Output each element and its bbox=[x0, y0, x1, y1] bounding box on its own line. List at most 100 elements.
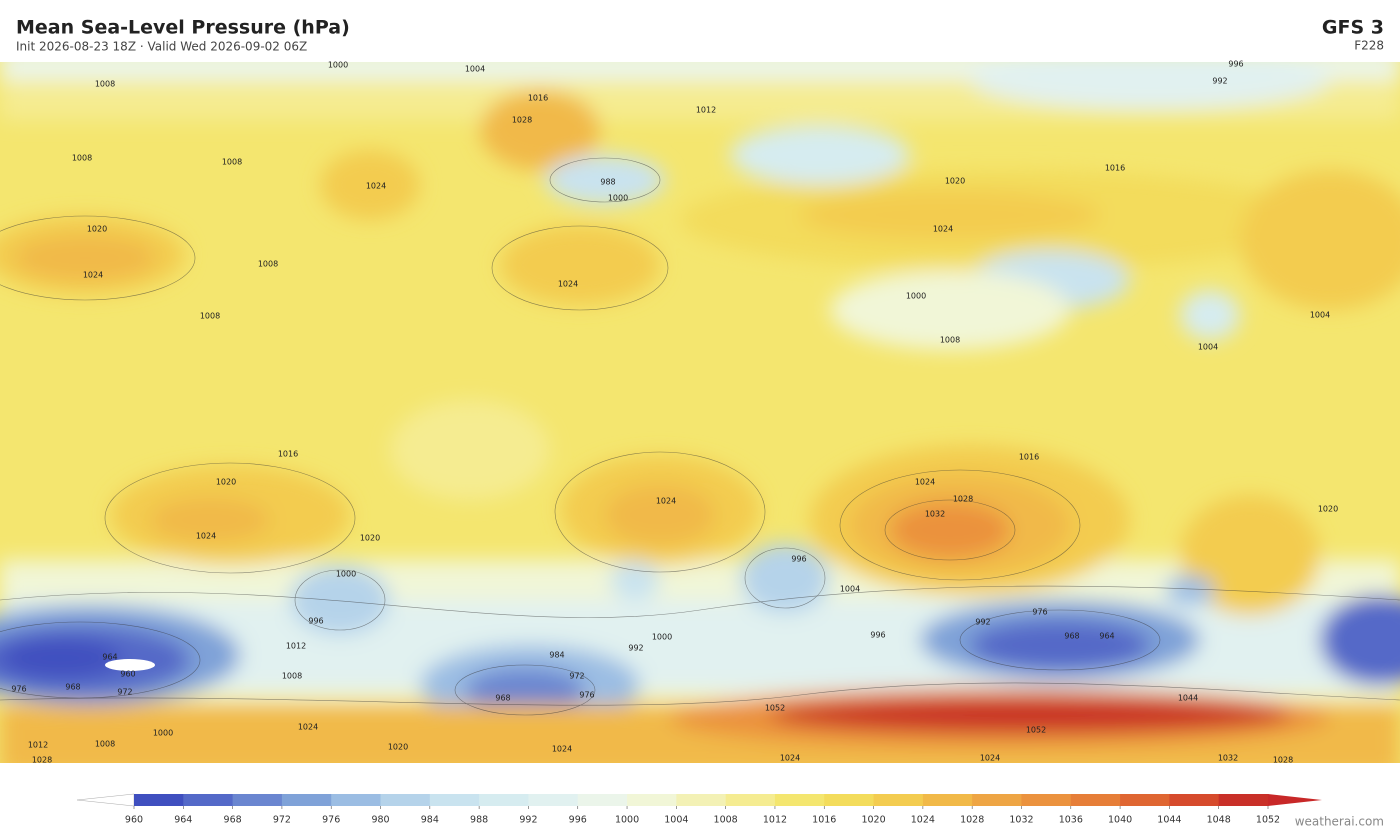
contour-label: 960 bbox=[120, 670, 135, 679]
colorbar-tick-label: 1020 bbox=[861, 815, 885, 826]
contour-label: 992 bbox=[628, 644, 643, 653]
colorbar-tick-label: 984 bbox=[421, 815, 439, 826]
colorbar-tick-label: 960 bbox=[125, 815, 143, 826]
colorbar-segment bbox=[1218, 794, 1269, 806]
colorbar-segment bbox=[1070, 794, 1121, 806]
contour-label: 1000 bbox=[652, 633, 672, 642]
colorbar-segment bbox=[676, 794, 727, 806]
contour-label: 972 bbox=[117, 688, 132, 697]
contour-label: 1000 bbox=[153, 729, 173, 738]
contour-label: 1000 bbox=[608, 194, 628, 203]
contour-label: 1008 bbox=[200, 312, 220, 321]
contour-label: 1000 bbox=[336, 570, 356, 579]
contour-label: 1012 bbox=[28, 741, 48, 750]
contour-label: 1000 bbox=[906, 292, 926, 301]
colorbar-under bbox=[76, 793, 135, 807]
colorbar-tick-label: 1024 bbox=[911, 815, 935, 826]
contour-label: 984 bbox=[549, 651, 564, 660]
colorbar-segment bbox=[725, 794, 776, 806]
contour-label: 976 bbox=[579, 691, 594, 700]
pressure-field bbox=[0, 62, 1400, 763]
contour-label: 1028 bbox=[1273, 756, 1293, 765]
model-name: GFS 3 bbox=[1322, 17, 1384, 39]
contour-label: 1008 bbox=[95, 740, 115, 749]
contour-label: 992 bbox=[975, 618, 990, 627]
contour-label: 1028 bbox=[512, 116, 532, 125]
colorbar-tick-label: 980 bbox=[371, 815, 389, 826]
colorbar-segment bbox=[873, 794, 924, 806]
contour-label: 1008 bbox=[940, 336, 960, 345]
contour-label: 1008 bbox=[258, 260, 278, 269]
colorbar-segment bbox=[528, 794, 579, 806]
colorbar-tick-label: 992 bbox=[519, 815, 537, 826]
colorbar-tick-label: 1008 bbox=[714, 815, 738, 826]
contour-label: 1032 bbox=[925, 510, 945, 519]
colorbar-tick-label: 1012 bbox=[763, 815, 787, 826]
subtitle: Init 2026-08-23 18Z · Valid Wed 2026-09-… bbox=[16, 40, 307, 54]
contour-label: 1024 bbox=[196, 532, 216, 541]
forecast-hour: F228 bbox=[1354, 39, 1384, 53]
colorbar-segment bbox=[331, 794, 382, 806]
colorbar-tick-label: 968 bbox=[224, 815, 242, 826]
colorbar-segment bbox=[380, 794, 431, 806]
colorbar-tick-label: 976 bbox=[322, 815, 340, 826]
colorbar-segment bbox=[972, 794, 1022, 806]
contour-label: 976 bbox=[1032, 608, 1047, 617]
contour-label: 1020 bbox=[388, 743, 408, 752]
colorbar-segment bbox=[232, 794, 283, 806]
colorbar: 960 964 968 972 976 980 984 988 992 996 1000 1004 10… bbox=[76, 793, 1322, 826]
colorbar-tick-label: 1004 bbox=[664, 815, 688, 826]
colorbar-tick-label: 972 bbox=[273, 815, 291, 826]
colorbar-tick-label: 1016 bbox=[812, 815, 836, 826]
contour-label: 1012 bbox=[286, 642, 306, 651]
colorbar-tick-label: 1044 bbox=[1157, 815, 1181, 826]
colorbar-tick-label: 1036 bbox=[1059, 815, 1083, 826]
contour-label: 996 bbox=[1228, 60, 1243, 69]
contour-label: 1008 bbox=[222, 158, 242, 167]
contour-label: 1024 bbox=[780, 754, 800, 763]
contour-label: 1024 bbox=[915, 478, 935, 487]
colorbar-segment bbox=[922, 794, 973, 806]
contour-label: 1024 bbox=[656, 497, 676, 506]
contour-label: 992 bbox=[1212, 77, 1227, 86]
colorbar-segment bbox=[577, 794, 628, 806]
colorbar-segment bbox=[824, 794, 875, 806]
contour-label: 1052 bbox=[1026, 726, 1046, 735]
colorbar-tick-label: 964 bbox=[174, 815, 192, 826]
contour-label: 964 bbox=[1099, 632, 1114, 641]
contour-label: 1004 bbox=[1310, 311, 1330, 320]
contour-label: 996 bbox=[791, 555, 806, 564]
contour-label: 1004 bbox=[1198, 343, 1218, 352]
colorbar-tick-label: 1048 bbox=[1207, 815, 1231, 826]
colorbar-tick-label: 996 bbox=[569, 815, 587, 826]
contour-label: 1016 bbox=[278, 450, 298, 459]
contour-label: 1044 bbox=[1178, 694, 1198, 703]
contour-label: 1052 bbox=[765, 704, 785, 713]
contour-label: 1008 bbox=[72, 154, 92, 163]
colorbar-segment bbox=[627, 794, 677, 806]
colorbar-segment bbox=[774, 794, 825, 806]
colorbar-tick-label: 1032 bbox=[1009, 815, 1033, 826]
contour-label: 968 bbox=[65, 683, 80, 692]
contour-label: 1024 bbox=[933, 225, 953, 234]
contour-label: 1024 bbox=[366, 182, 386, 191]
contour-label: 1008 bbox=[95, 80, 115, 89]
contour-label: 1028 bbox=[953, 495, 973, 504]
contour-label: 976 bbox=[11, 685, 26, 694]
contour-label: 1024 bbox=[83, 271, 103, 280]
contour-label: 1024 bbox=[298, 723, 318, 732]
colorbar-segment bbox=[1120, 794, 1170, 806]
colorbar-segment bbox=[183, 794, 234, 806]
colorbar-segment bbox=[479, 794, 529, 806]
colorbar-tick-label: 988 bbox=[470, 815, 488, 826]
colorbar-segment bbox=[429, 794, 480, 806]
contour-label: 968 bbox=[1064, 632, 1079, 641]
contour-label: 1024 bbox=[558, 280, 578, 289]
colorbar-segment bbox=[1021, 794, 1072, 806]
contour-label: 1004 bbox=[465, 65, 485, 74]
title: Mean Sea-Level Pressure (hPa) bbox=[16, 17, 350, 39]
contour-label: 1012 bbox=[696, 106, 716, 115]
colorbar-tick-label: 1028 bbox=[960, 815, 984, 826]
contour-label: 1020 bbox=[360, 534, 380, 543]
